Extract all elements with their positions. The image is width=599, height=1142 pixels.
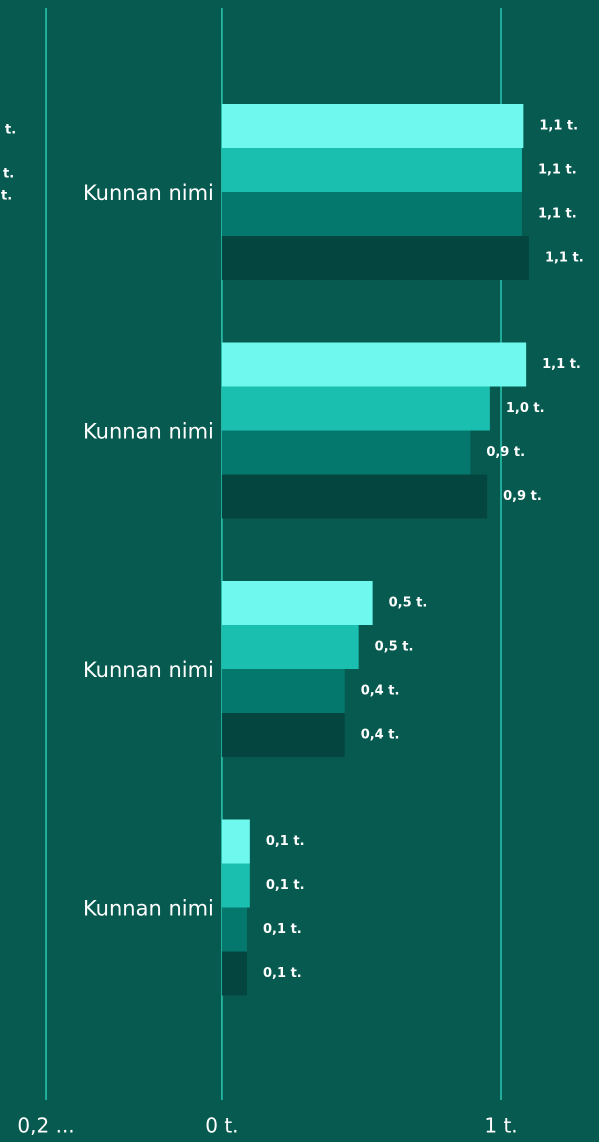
- bar: [221, 907, 248, 952]
- x-tick-label: 0 t.: [205, 1114, 238, 1138]
- x-tick-label: 0,2 ...: [17, 1114, 74, 1138]
- value-label: 1,1 t.: [538, 207, 577, 222]
- bar: [221, 581, 373, 625]
- annotation: t.: [5, 123, 16, 138]
- value-label: 0,5 t.: [389, 596, 428, 611]
- value-label: 0,1 t.: [266, 834, 305, 849]
- x-tick-label: 1 t.: [484, 1114, 517, 1138]
- bar: [221, 148, 522, 192]
- bar: [221, 625, 359, 669]
- bar: [221, 104, 524, 148]
- value-label: 1,1 t.: [538, 163, 577, 178]
- value-label: 1,1 t.: [545, 251, 584, 266]
- category-label: Kunnan nimi: [83, 420, 214, 444]
- bar: [221, 236, 529, 280]
- bar: [221, 669, 345, 713]
- annotation: t.: [3, 167, 14, 182]
- annotation: t.: [1, 189, 12, 204]
- value-label: 1,1 t.: [542, 357, 581, 372]
- value-label: 1,1 t.: [539, 119, 578, 134]
- value-label: 0,4 t.: [361, 728, 400, 743]
- value-label: 0,5 t.: [375, 640, 414, 655]
- bar: [221, 713, 345, 757]
- bar: [221, 951, 248, 996]
- bar: [221, 863, 250, 908]
- bar: [221, 192, 522, 236]
- category-label: Kunnan nimi: [83, 897, 214, 921]
- value-label: 0,1 t.: [266, 878, 305, 893]
- value-label: 0,1 t.: [263, 966, 302, 981]
- value-label: 0,4 t.: [361, 684, 400, 699]
- category-label: Kunnan nimi: [83, 181, 214, 205]
- value-label: 1,0 t.: [506, 401, 545, 416]
- value-label: 0,9 t.: [503, 489, 542, 504]
- bar: [221, 386, 490, 431]
- bar: [221, 819, 250, 864]
- bar: [221, 342, 527, 387]
- category-label: Kunnan nimi: [83, 658, 214, 682]
- bar: [221, 430, 471, 475]
- value-label: 0,1 t.: [263, 922, 302, 937]
- bar: [221, 474, 488, 519]
- value-label: 0,9 t.: [486, 445, 525, 460]
